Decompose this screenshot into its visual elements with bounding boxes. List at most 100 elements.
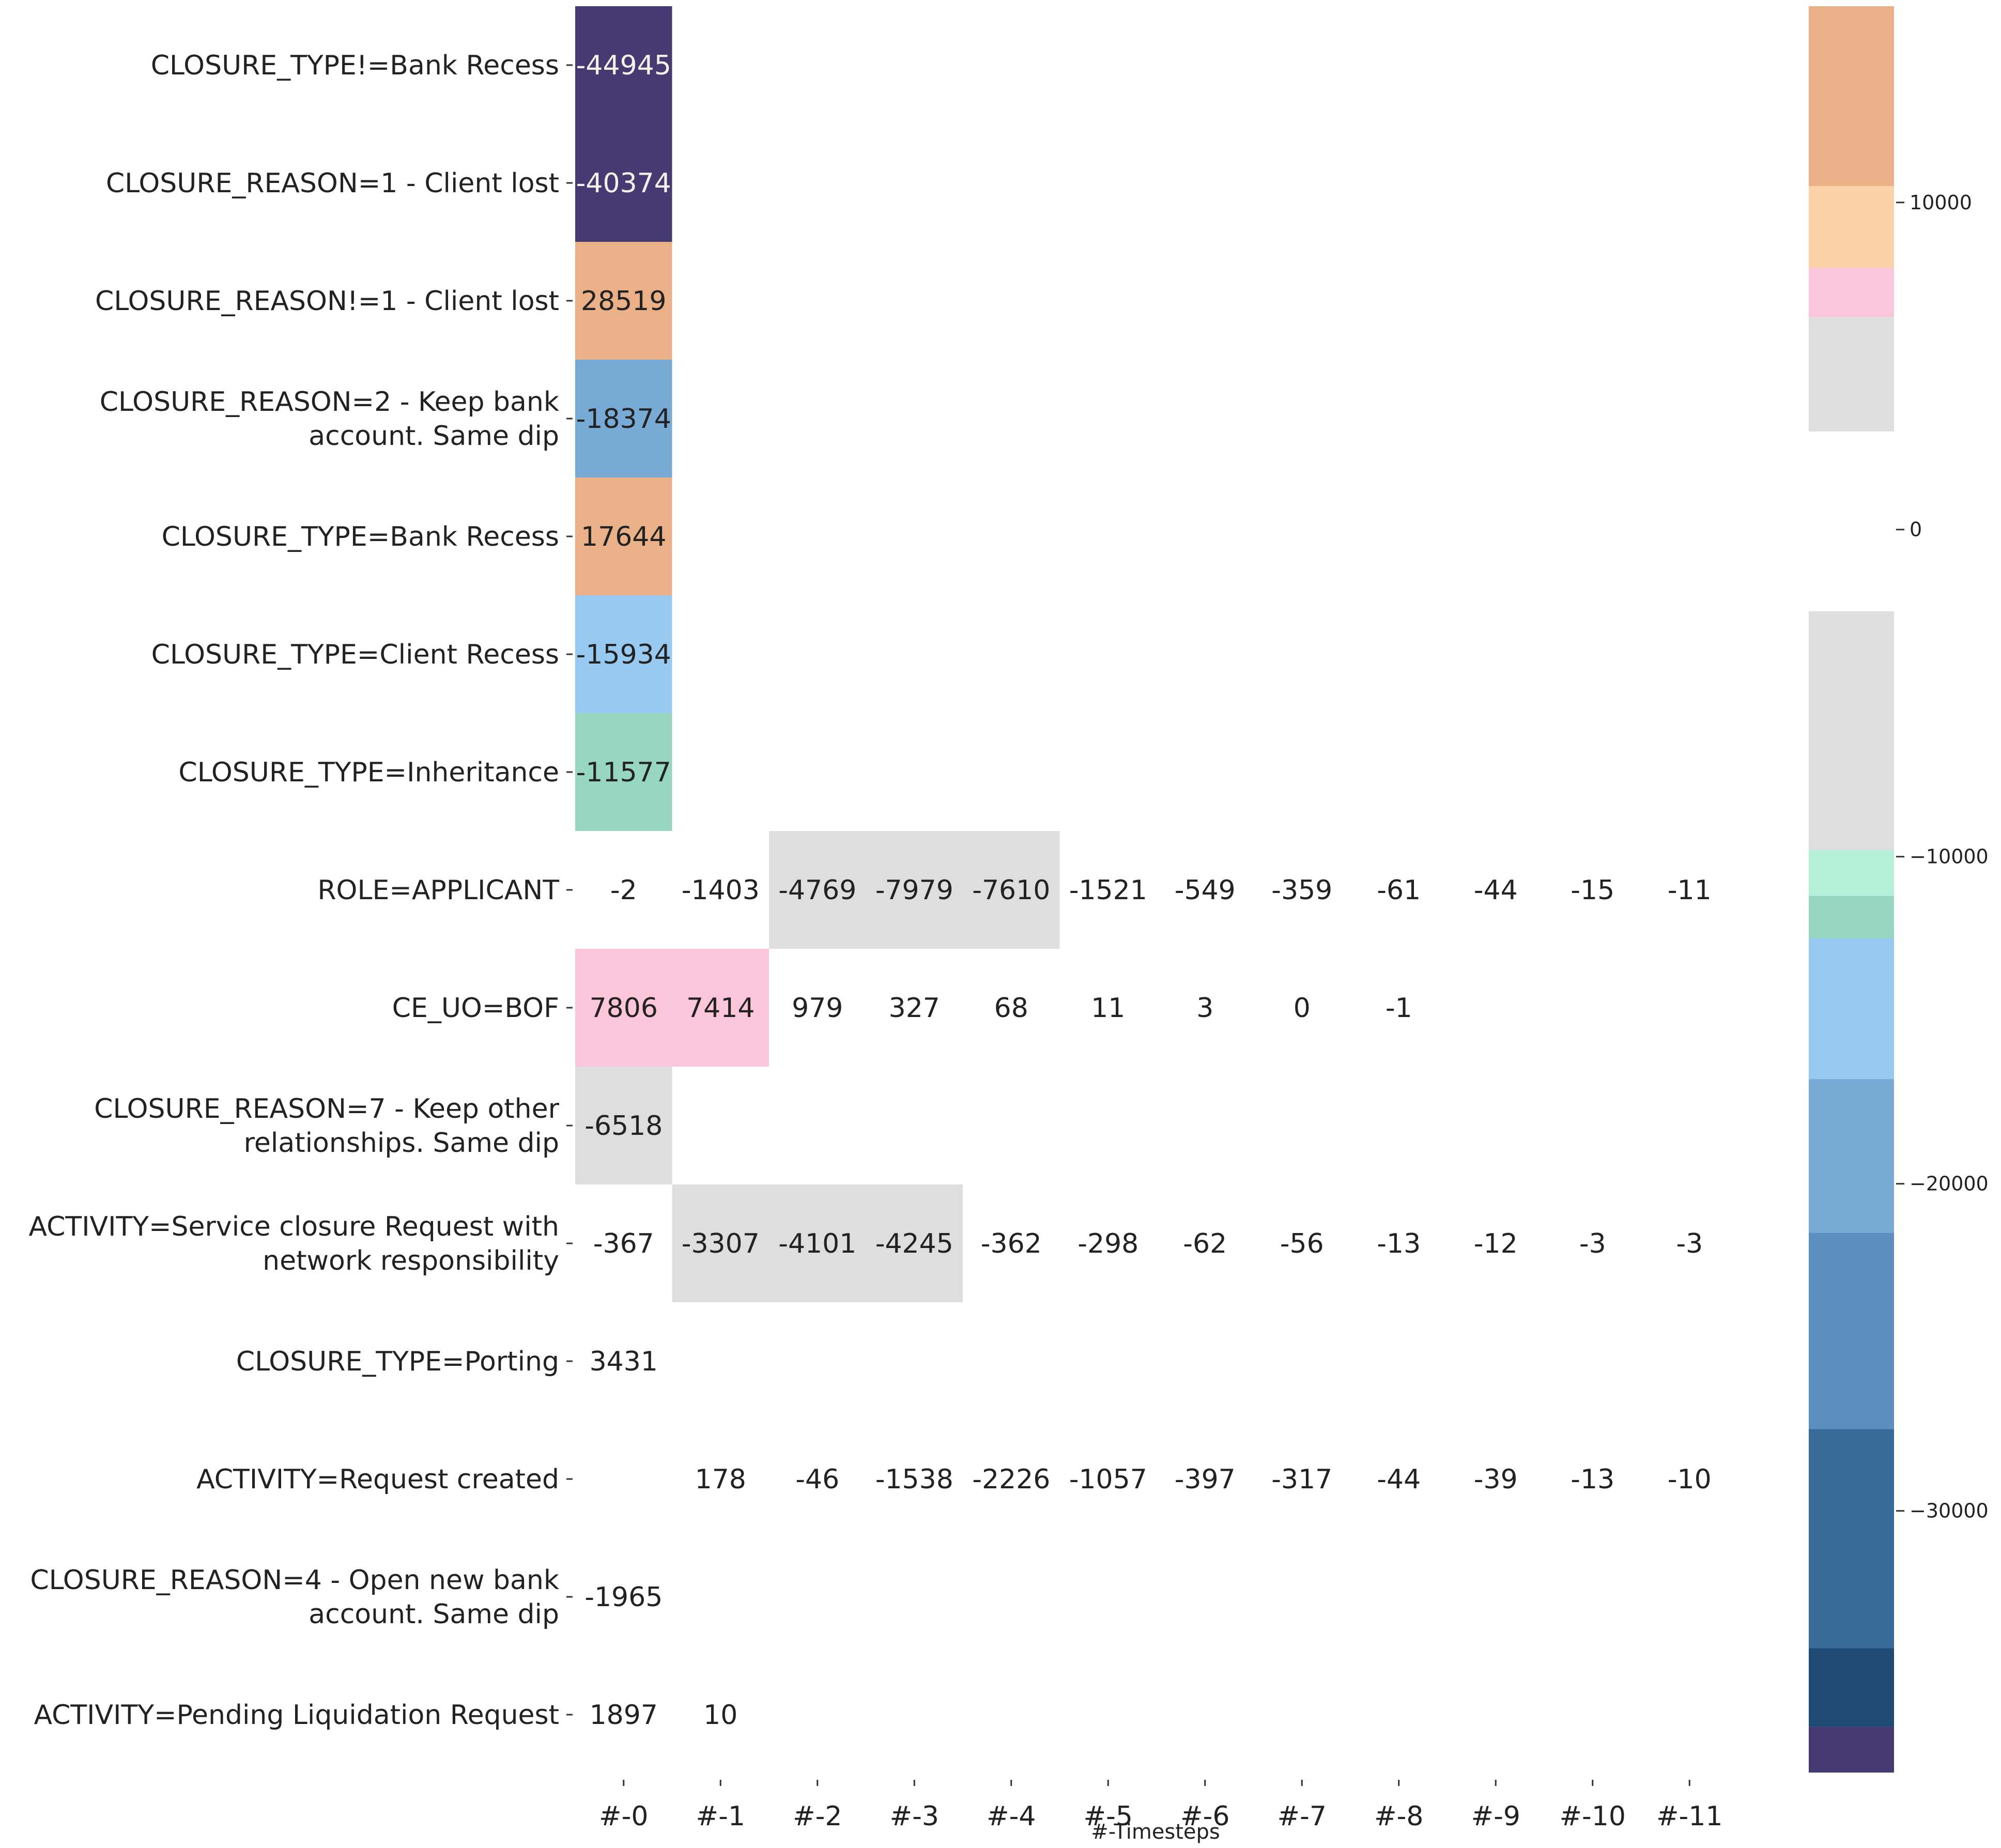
x-tick-label: #-0 [599, 1801, 648, 1832]
colorbar-tick-label: 0 [1910, 518, 1922, 541]
x-tick-label: #-8 [1374, 1801, 1423, 1832]
cell-value: -44945 [576, 50, 671, 81]
colorbar-band [1809, 1233, 1894, 1429]
heatmap-cell [575, 595, 672, 713]
heatmap-cell [866, 831, 963, 949]
row-label: CLOSURE_REASON=1 - Client lost [106, 168, 559, 199]
colorbar-tick-label: −10000 [1910, 845, 1989, 868]
colorbar-band [1809, 1648, 1894, 1727]
cell-value: -3 [1676, 1228, 1703, 1259]
cell-value: -39 [1474, 1464, 1518, 1495]
colorbar-band [1809, 186, 1894, 268]
cell-value: -317 [1271, 1464, 1332, 1495]
cell-value: 3 [1196, 993, 1213, 1024]
colorbar-band [1809, 1727, 1894, 1773]
cell-value: -44 [1474, 875, 1518, 906]
cell-value: -13 [1377, 1228, 1421, 1259]
cell-value: -367 [593, 1228, 654, 1259]
cell-value: -13 [1571, 1464, 1614, 1495]
cell-value: 1897 [590, 1700, 658, 1731]
heatmap-cell [866, 1184, 963, 1302]
row-label: CLOSURE_REASON=7 - Keep other relationshi… [94, 1094, 559, 1159]
colorbar-band [1809, 1079, 1894, 1233]
cell-value: -362 [981, 1228, 1042, 1259]
cell-value: -12 [1474, 1228, 1518, 1259]
row-label: ACTIVITY=Pending Liquidation Request [34, 1700, 559, 1731]
x-tick-label: #-9 [1471, 1801, 1520, 1832]
cell-value: -44 [1377, 1464, 1421, 1495]
cell-value: -3 [1579, 1228, 1606, 1259]
row-label: ACTIVITY=Service closure Request with net… [28, 1211, 559, 1276]
heatmap-cell [672, 1184, 769, 1302]
cell-value: -56 [1280, 1228, 1324, 1259]
cell-value: -359 [1271, 875, 1332, 906]
x-tick-label: #-3 [890, 1801, 939, 1832]
row-label: CLOSURE_TYPE=Bank Recess [162, 521, 559, 552]
x-tick-label: #-2 [793, 1801, 842, 1832]
colorbar-band [1809, 896, 1894, 938]
cell-value: 178 [695, 1464, 746, 1495]
colorbar-band [1809, 611, 1894, 851]
cell-value: -40374 [576, 168, 671, 199]
colorbar-band [1809, 6, 1894, 187]
x-axis-label: #-Timesteps [1091, 1820, 1220, 1844]
colorbar-tick-label: 10000 [1910, 191, 1972, 214]
cell-value: -46 [795, 1464, 839, 1495]
row-label: ACTIVITY=Request created [196, 1464, 559, 1495]
heatmap-cell [769, 831, 866, 949]
heatmap-cell [575, 478, 672, 595]
row-label: CLOSURE_TYPE!=Bank Recess [151, 50, 559, 81]
row-label: CLOSURE_REASON=2 - Keep bank account. Sam… [100, 387, 559, 452]
row-labels: CLOSURE_TYPE!=Bank Recess CLOSURE_REASON=… [28, 50, 573, 1731]
cell-value: -2226 [972, 1464, 1050, 1495]
cell-value: 7806 [590, 993, 658, 1024]
cell-value: -15 [1571, 875, 1614, 906]
cell-value: -397 [1175, 1464, 1236, 1495]
cell-value: 7414 [686, 993, 755, 1024]
x-tick-labels: #-0 #-1 #-2 #-3 #-4 #-5 #-6 #-7 #-8 #-9 #-10 #-11 [599, 1780, 1723, 1832]
cell-value: 10 [703, 1700, 737, 1731]
cell-value: -4769 [778, 875, 856, 906]
cell-value: 327 [889, 993, 940, 1024]
cell-value: -4101 [778, 1228, 856, 1259]
heatmap-cells: -44945 -40374 28519 -18374 17644 -15934 -11577… [575, 6, 1712, 1731]
cell-value: -549 [1175, 875, 1236, 906]
cell-value: 17644 [581, 521, 666, 552]
cell-value: -62 [1183, 1228, 1227, 1259]
heatmap-cell [575, 124, 672, 242]
cell-value: -61 [1377, 875, 1421, 906]
x-tick-label: #-7 [1277, 1801, 1327, 1832]
colorbar-tick-label: −20000 [1910, 1173, 1989, 1195]
heatmap-cell [575, 713, 672, 831]
cell-value: -2 [610, 875, 637, 906]
row-label: ROLE=APPLICANT [317, 875, 559, 906]
heatmap-cell [672, 949, 769, 1067]
heatmap-cell [575, 949, 672, 1067]
cell-value: -7610 [972, 875, 1050, 906]
colorbar-band [1809, 938, 1894, 1080]
heatmap-cell [575, 242, 672, 360]
colorbar-band [1809, 268, 1894, 317]
colorbar-band [1809, 1429, 1894, 1649]
cell-value: 68 [994, 993, 1028, 1024]
x-tick-label: #-11 [1656, 1801, 1723, 1832]
colorbar: 10000 0 −10000 −20000 −30000 [1809, 6, 1989, 1773]
cell-value: -1057 [1069, 1464, 1147, 1495]
cell-value: 11 [1091, 993, 1125, 1024]
cell-value: -10 [1668, 1464, 1712, 1495]
cell-value: -1538 [875, 1464, 953, 1495]
row-label: CE_UO=BOF [392, 993, 559, 1024]
cell-value: -1 [1386, 993, 1412, 1024]
colorbar-band [1809, 317, 1894, 432]
cell-value: 28519 [581, 286, 666, 317]
colorbar-band [1809, 850, 1894, 896]
cell-value: -6518 [584, 1111, 663, 1142]
cell-value: -11577 [576, 757, 671, 788]
cell-value: -15934 [576, 639, 671, 670]
heatmap-cell [575, 6, 672, 124]
x-tick-label: #-10 [1559, 1801, 1626, 1832]
cell-value: 979 [792, 993, 843, 1024]
colorbar-tick-label: −30000 [1910, 1500, 1989, 1522]
cell-value: 3431 [590, 1346, 658, 1377]
